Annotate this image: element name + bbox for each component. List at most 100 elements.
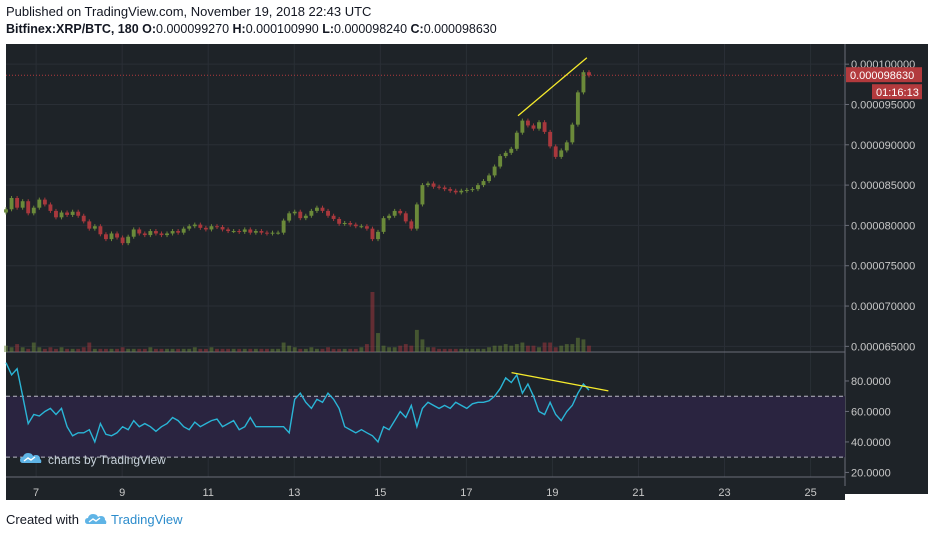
volume-bar (159, 348, 164, 352)
volume-bar (492, 345, 497, 352)
candle-body (237, 231, 242, 233)
price-tick-label: 0.000080000 (851, 220, 915, 232)
rsi-tick-label: 20.0000 (851, 467, 891, 479)
volume-bar (281, 342, 286, 352)
price-tick-label: 0.000095000 (851, 99, 915, 111)
watermark-cloud-mark (23, 456, 36, 462)
volume-bar (42, 348, 47, 352)
low-value: 0.000098240 (334, 22, 408, 36)
candle-body (59, 212, 64, 218)
candle-body (298, 211, 303, 219)
volume-bar (342, 348, 347, 352)
volume-bar (420, 339, 425, 352)
volume-bar (253, 348, 258, 352)
volume-bar (103, 348, 108, 352)
volume-bar (137, 348, 142, 352)
candle-body (215, 226, 219, 228)
volume-bar (314, 348, 319, 352)
close-value: 0.000098630 (423, 22, 497, 36)
candle-body (470, 189, 475, 191)
rsi-line (5, 362, 590, 444)
open-label: O: (142, 22, 157, 36)
volume-bar (231, 348, 236, 352)
volume-bar (209, 347, 214, 352)
candle-body (326, 210, 330, 216)
candle-body (92, 226, 97, 229)
volume-bar (398, 345, 403, 352)
candle-body (70, 211, 75, 215)
volume-bar (220, 348, 225, 352)
candle-body (165, 233, 169, 236)
rsi-band (6, 396, 845, 458)
volume-bar (487, 347, 491, 352)
volume-bar (109, 348, 114, 352)
volume-bar (276, 348, 281, 352)
candle-body (37, 199, 42, 208)
candle-body (403, 213, 408, 222)
volume-bar (348, 348, 353, 352)
volume-bar (509, 345, 514, 352)
symbol-label: Bitfinex:XRP/BTC, 180 (6, 22, 139, 36)
volume-bar (237, 348, 242, 352)
volume-bar (131, 348, 136, 352)
volume-bar (364, 344, 369, 352)
candle-body (359, 226, 364, 228)
volume-bar (126, 348, 131, 352)
published-line: Published on TradingView.com, November 1… (6, 4, 372, 19)
candle-body (120, 237, 125, 244)
candle-body (176, 231, 181, 233)
volume-bar (37, 347, 42, 352)
volume-bar (476, 348, 480, 352)
x-tick-label: 11 (203, 487, 214, 499)
candle-body (581, 72, 586, 93)
volume-bar (548, 342, 553, 352)
candle-body (9, 198, 14, 210)
candle-body (4, 209, 8, 213)
volume-bar (409, 345, 414, 352)
volume-bar (198, 348, 203, 352)
volume-bar (31, 342, 36, 352)
candle-body (453, 190, 458, 193)
volume-bar (265, 348, 269, 352)
candle-body (265, 232, 269, 234)
candle-body (109, 233, 114, 240)
candle-body (387, 215, 392, 219)
candle-body (575, 92, 580, 125)
tradingview-brand-link[interactable]: TradingView (110, 512, 183, 527)
price-tick-label: 0.000075000 (851, 261, 915, 273)
trendline-price (517, 57, 588, 117)
volume-bar (70, 348, 75, 352)
volume-bar (303, 348, 308, 352)
candle-body (220, 227, 225, 230)
volume-bar (165, 348, 169, 352)
rsi-tick-label: 80.0000 (851, 376, 891, 388)
candle-body (253, 231, 258, 233)
volume-bar (92, 348, 97, 352)
countdown-tag (872, 84, 922, 100)
candle-body (431, 183, 436, 187)
candle-body (242, 229, 247, 232)
high-label: H: (232, 22, 246, 36)
volume-bar (192, 347, 197, 352)
tradingview-cloud-icon (84, 513, 107, 528)
candle-body (537, 122, 541, 129)
candle-body (520, 120, 525, 133)
volume-bar (498, 345, 503, 352)
countdown-tag-text: 01:16:13 (876, 87, 919, 99)
candle-body (170, 231, 175, 234)
volume-bar (531, 345, 536, 352)
low-label: L: (322, 22, 335, 36)
volume-bar (570, 344, 575, 352)
candle-body (320, 207, 325, 211)
candle-body (98, 226, 103, 235)
candle-body (115, 233, 119, 238)
volume-bar (587, 345, 591, 352)
candle-body (548, 131, 553, 147)
candle-body (503, 152, 508, 157)
volume-bar (559, 345, 564, 352)
candle-body (553, 146, 558, 157)
footer: Created with TradingView (6, 512, 183, 528)
candle-body (131, 229, 136, 237)
price-tick-label: 0.000085000 (851, 180, 915, 192)
